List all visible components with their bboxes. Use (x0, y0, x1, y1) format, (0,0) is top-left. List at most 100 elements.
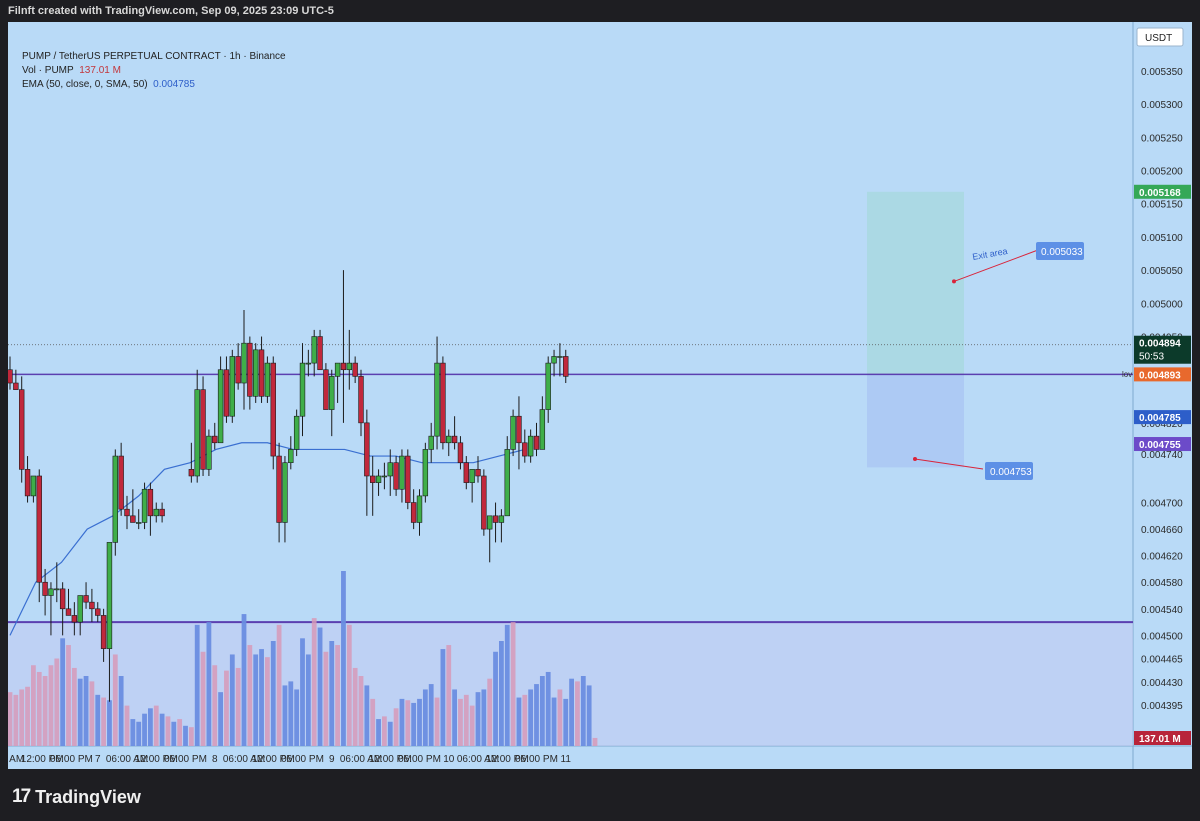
ema-price-label: 0.004785 (1139, 413, 1181, 424)
time-tick-label: 06:00 PM (281, 754, 324, 765)
volume-bar (329, 641, 335, 746)
ema-price-label-bg (1134, 410, 1191, 425)
candle-body (42, 581, 48, 596)
volume-bar (177, 719, 183, 746)
volume-bar (428, 684, 434, 746)
volume-bar (311, 618, 317, 746)
legend-volume-value: 137.01 M (79, 65, 121, 76)
volume-bar (83, 676, 89, 746)
candle-body (299, 362, 306, 417)
volume-bar (282, 685, 288, 746)
last-price-bg (1134, 335, 1191, 364)
candle-body (83, 595, 89, 603)
volume-bar (446, 645, 452, 746)
volume-bar (247, 645, 253, 746)
volume-bar (545, 671, 551, 746)
chart-frame[interactable]: Exit area 0.005033 0.004753 lov 0.005350 0.00… (8, 22, 1192, 769)
time-tick-label: 12:00 PM (252, 754, 295, 765)
tradingview-brand[interactable]: 17 TradingView (12, 786, 141, 808)
volume-bar (8, 692, 13, 746)
price-axis (1133, 22, 1192, 769)
candle-body (364, 422, 370, 477)
resistance-price-label: 0.004893 (1139, 370, 1181, 381)
last-price-label: 0.004894 (1139, 339, 1181, 350)
volume-bar (148, 708, 153, 746)
currency-box (1136, 27, 1184, 47)
volume-bar (107, 700, 112, 746)
lov-label: lov (1122, 370, 1132, 379)
candle-body (212, 435, 218, 444)
time-tick-label: 7 (95, 754, 101, 765)
volume-bar (452, 689, 457, 746)
volume-bar (136, 721, 142, 746)
candle-body (77, 595, 83, 623)
volume-bar (399, 698, 405, 746)
candle-body (440, 362, 446, 444)
volume-bar (89, 681, 95, 746)
candle-body (147, 488, 154, 517)
candle-body (533, 435, 540, 450)
candle-body (305, 362, 312, 365)
volume-bar (60, 638, 66, 746)
price-tick-label: 0.005000 (1141, 299, 1183, 310)
candle-body (54, 588, 60, 591)
candle-body (475, 469, 481, 477)
price-tick-label: 0.004465 (1141, 655, 1183, 666)
time-tick-label: 10 (443, 754, 455, 765)
legend-ema-label: EMA (50, close, 0, SMA, 50) (22, 79, 148, 90)
resistance-price-label-bg (1134, 367, 1191, 382)
volume-bar (417, 698, 422, 746)
volume-bar (522, 694, 528, 746)
candle-body (393, 462, 399, 490)
candle-body (405, 455, 411, 503)
candle-body (563, 356, 569, 377)
volume-bar (481, 689, 487, 746)
candle-body (486, 515, 493, 530)
candle-body (293, 415, 300, 450)
brand-name: TradingView (35, 786, 141, 807)
volume-bar (48, 665, 54, 746)
legend-volume: Vol · PUMP 137.01 M (22, 64, 286, 78)
volume-bar (142, 713, 147, 746)
stop-price-label: 0.004755 (1139, 440, 1181, 451)
volume-bar (387, 721, 393, 746)
price-chart[interactable]: Exit area 0.005033 0.004753 lov 0.005350 0.00… (8, 22, 1192, 769)
volume-bar (592, 737, 598, 746)
candle-body (329, 376, 335, 410)
volume-bar (153, 705, 159, 746)
volume-bar (171, 721, 177, 746)
price-tick-label: 0.004620 (1141, 552, 1183, 563)
volume-bar (188, 727, 194, 746)
candle-body (481, 475, 487, 530)
volume-bar (31, 665, 36, 746)
candle-body (288, 449, 294, 464)
volume-bar (112, 654, 118, 746)
volume-bar (352, 667, 358, 746)
volume-bar (276, 624, 282, 746)
volume-bar (504, 624, 510, 746)
candle-body (223, 369, 230, 417)
volume-bar (516, 697, 522, 746)
volume-bar (235, 667, 241, 746)
time-tick-label: 06:00 AM (457, 754, 499, 765)
candle-body (118, 455, 124, 510)
volume-bar (563, 698, 569, 746)
time-tick-label: 06:00 AM (106, 754, 148, 765)
volume-bar (499, 641, 504, 746)
volume-bar (317, 627, 323, 746)
volume-bar (463, 694, 469, 746)
candle-body (241, 342, 247, 384)
volume-bar (382, 716, 387, 746)
volume-bar (229, 654, 235, 746)
volume-bar (200, 651, 206, 746)
volume-bar (487, 678, 493, 746)
volume-bar (569, 678, 574, 746)
volume-bar (159, 713, 165, 746)
legend-symbol: PUMP / TetherUS PERPETUAL CONTRACT · 1h … (22, 51, 286, 62)
candle-body (317, 336, 323, 371)
candle-body (334, 362, 341, 377)
candle-body (112, 455, 119, 543)
stop-price-tag: 0.004753 (990, 467, 1032, 478)
candle-body (89, 601, 95, 610)
candle-body (457, 442, 464, 464)
